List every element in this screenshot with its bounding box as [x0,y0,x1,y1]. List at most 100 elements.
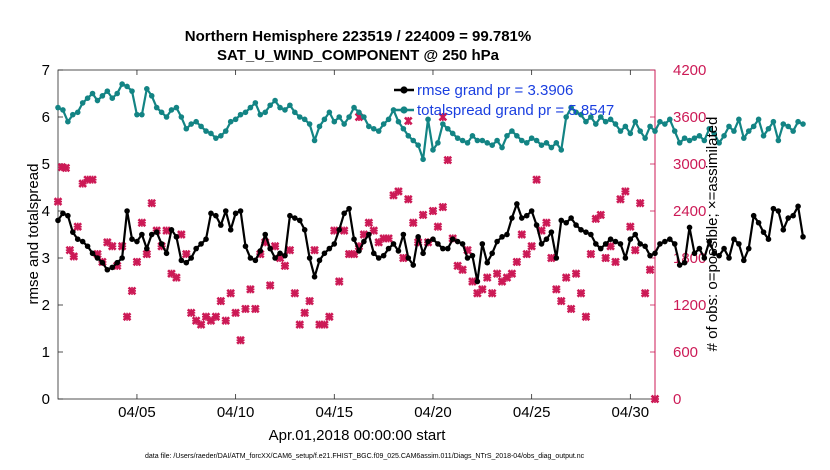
spread-point [326,109,333,116]
rmse-point [301,227,308,233]
obs-assimilated-marker [364,218,374,228]
spread-point [306,121,313,127]
spread-point [247,104,254,111]
spread-point [84,95,91,101]
spread-point [736,116,742,123]
rmse-point [489,250,495,257]
spread-point [745,128,752,134]
obs-assimilated-marker [482,273,492,282]
spread-point [558,147,565,153]
rmse-point [588,231,594,238]
obs-assimilated-marker [334,277,344,286]
rmse-point [622,255,629,261]
rmse-point [65,212,71,219]
spread-point [183,125,190,132]
obs-assimilated-marker [265,281,275,290]
obs-assimilated-marker [300,308,310,318]
rmse-point [558,217,565,224]
spread-point [405,133,412,139]
spread-point [292,109,298,116]
spread-point [173,104,180,111]
rmse-point [597,245,604,252]
spread-point [548,144,555,151]
spread-point [430,147,436,153]
spread-point [390,107,397,113]
spread-point [218,133,224,139]
rmse-point [528,208,535,214]
rmse-point [676,262,683,268]
rmse-point [563,219,569,226]
rmse-point [385,245,392,252]
y-right-tick-label: 4200 [673,62,706,79]
y-right-tick-label: 2400 [673,203,706,220]
spread-point [380,121,387,127]
obs-assimilated-marker [477,285,487,294]
rmse-point [667,236,673,242]
obs-assimilated-marker [320,320,329,329]
obs-assimilated-marker [147,198,157,208]
obs-assimilated-marker [616,194,625,204]
rmse-point [420,250,426,257]
rmse-point [400,231,407,238]
rmse-point [750,212,757,219]
spread-point [296,114,303,120]
rmse-point [89,250,96,257]
spread-point [632,118,639,125]
rmse-point [124,208,130,214]
y-left-tick-label: 0 [42,391,50,408]
rmse-point [632,231,639,238]
obs-assimilated-marker [630,245,640,255]
rmse-point [79,238,86,245]
rmse-point [272,255,278,261]
spread-point [583,118,589,125]
spread-point [686,137,693,144]
obs-assimilated-marker [186,308,196,318]
spread-point [504,133,510,139]
rmse-point [583,229,589,235]
spread-point [479,137,486,144]
spread-point [765,125,772,132]
obs-assimilated-marker [172,273,181,282]
rmse-point [55,217,61,224]
spread-point [168,107,175,113]
spread-point [208,130,214,137]
obs-assimilated-marker [305,296,314,306]
spread-point [385,116,392,123]
rmse-point [657,241,663,247]
spread-point [568,104,574,111]
rmse-point [721,245,727,252]
rmse-point [415,234,421,240]
obs-assimilated-marker [542,218,551,228]
spread-point [592,121,599,127]
rmse-point [366,231,372,238]
spread-point [489,142,495,148]
rmse-point [755,219,762,226]
x-tick-label: 04/20 [414,404,452,421]
spread-point [721,133,727,139]
spread-point [627,130,634,137]
spread-point [99,93,106,99]
spread-point [667,116,673,123]
rmse-point [440,245,446,252]
rmse-point [351,236,357,242]
spread-point [139,111,145,118]
spread-point [395,118,402,125]
obs-assimilated-marker [522,249,532,259]
rmse-point [548,229,555,235]
obs-assimilated-marker [196,320,206,329]
y-right-tick-label: 600 [673,344,698,361]
rmse-point [247,255,254,261]
rmse-point [232,210,239,217]
spread-point [311,137,318,144]
spread-point [262,109,269,116]
rmse-point [691,250,698,257]
spread-point [89,90,96,97]
rmse-point [459,241,466,247]
rmse-point [736,241,742,247]
obs-assimilated-marker [517,230,527,239]
y-axis-left-label: rmse and totalspread [25,164,42,305]
chart-title-line2: SAT_U_WIND_COMPONENT @ 250 hPa [217,47,500,64]
spread-point [222,128,229,134]
spread-point [277,104,283,111]
rmse-point [785,215,792,221]
